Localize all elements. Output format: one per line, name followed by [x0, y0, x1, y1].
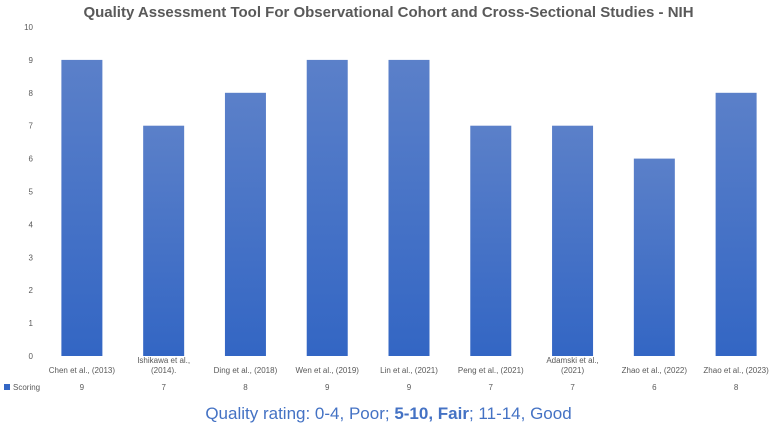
data-table-value: 7: [570, 383, 575, 392]
bar: [306, 59, 348, 357]
bar: [61, 59, 103, 357]
category-label: Ding et al., (2018): [214, 366, 278, 375]
legend-swatch: [4, 384, 10, 390]
quality-rating-caption: Quality rating: 0-4, Poor; 5-10, Fair; 1…: [0, 404, 777, 424]
data-table-value: 7: [489, 383, 494, 392]
bar: [224, 92, 266, 357]
category-label: Adamski et al., (2021): [546, 356, 598, 375]
data-table-value: 9: [80, 383, 85, 392]
category-label: Chen et al., (2013): [49, 366, 116, 375]
bar: [552, 125, 594, 356]
bar: [715, 92, 757, 357]
category-labels: Chen et al., (2013) Ishikawa et al., (2014…: [49, 356, 769, 375]
category-label: Lin et al., (2021): [380, 366, 438, 375]
data-table-value: 8: [243, 383, 248, 392]
data-table-value: 9: [407, 383, 412, 392]
y-tick-label: 8: [29, 89, 34, 98]
bar: [470, 125, 512, 356]
data-table-value: 6: [652, 383, 657, 392]
y-tick-label: 3: [29, 253, 34, 262]
category-label: Zhao et al., (2023): [703, 366, 769, 375]
legend-series-name: Scoring: [13, 383, 40, 392]
data-table: Scoring 9 7 8 9 9 7 7 6 8: [4, 383, 739, 392]
y-tick-label: 10: [24, 23, 33, 32]
bar: [388, 59, 430, 357]
chart-title: Quality Assessment Tool For Observationa…: [83, 4, 694, 21]
rating-caption-fair: 5-10, Fair: [394, 404, 469, 423]
bar: [143, 125, 185, 356]
category-label: Zhao et al., (2022): [622, 366, 688, 375]
category-label: Ishikawa et al., (2014).: [137, 356, 190, 375]
category-label: Wen et al., (2019): [295, 366, 359, 375]
y-tick-label: 0: [29, 352, 34, 361]
bars: [61, 59, 757, 357]
category-label: Peng et al., (2021): [458, 366, 524, 375]
data-table-value: 9: [325, 383, 330, 392]
y-tick-label: 2: [29, 286, 34, 295]
y-tick-label: 7: [29, 122, 34, 131]
data-table-value: 8: [734, 383, 739, 392]
y-axis: 0 1 2 3 4 5 6 7 8 9 10: [24, 23, 33, 361]
y-tick-label: 9: [29, 56, 34, 65]
y-tick-label: 5: [29, 188, 34, 197]
rating-caption-part1: Quality rating: 0-4, Poor;: [205, 404, 395, 423]
y-tick-label: 1: [29, 319, 34, 328]
y-tick-label: 4: [29, 220, 34, 229]
y-tick-label: 6: [29, 155, 34, 164]
bar: [633, 158, 675, 356]
data-table-value: 7: [161, 383, 166, 392]
rating-caption-part3: ; 11-14, Good: [468, 404, 572, 423]
